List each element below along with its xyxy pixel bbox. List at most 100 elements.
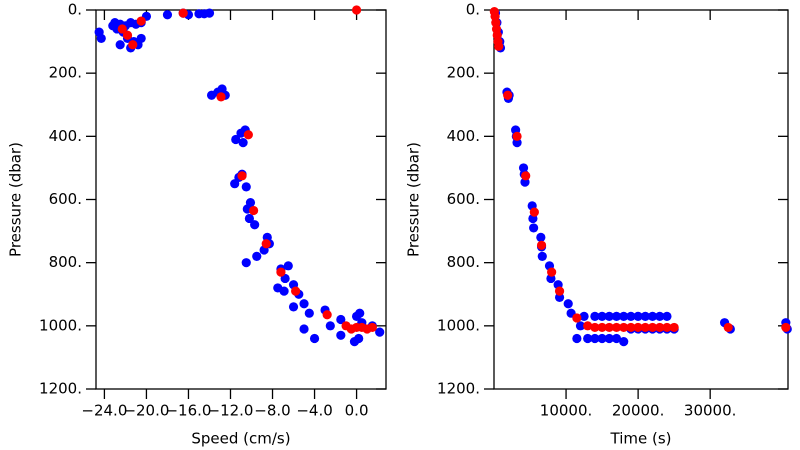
point xyxy=(375,327,385,337)
y-tick-label: 0. xyxy=(466,1,480,19)
point xyxy=(354,333,364,344)
point xyxy=(633,311,643,321)
point xyxy=(655,311,665,321)
point xyxy=(204,8,215,18)
point xyxy=(536,232,546,242)
point xyxy=(626,322,636,333)
point xyxy=(276,267,286,277)
point xyxy=(655,322,665,333)
point xyxy=(536,240,547,250)
point xyxy=(336,330,346,340)
y-tick-label: 400. xyxy=(49,127,82,145)
point xyxy=(249,205,259,216)
point xyxy=(590,333,600,344)
point xyxy=(575,321,586,331)
point xyxy=(346,324,356,334)
point xyxy=(554,292,565,303)
y-tick-label: 800. xyxy=(447,253,480,271)
point xyxy=(640,322,650,333)
point xyxy=(537,251,547,261)
point xyxy=(230,179,240,189)
x-tick-label: 10000. xyxy=(540,402,593,420)
point xyxy=(611,322,622,333)
point xyxy=(108,21,118,31)
x-tick-label: −24.0 xyxy=(81,402,127,420)
point xyxy=(647,311,658,321)
y-tick-label: 0. xyxy=(68,1,82,19)
point xyxy=(572,313,582,323)
x-tick-label: 20000. xyxy=(612,402,665,420)
point xyxy=(216,92,226,102)
point xyxy=(325,321,335,331)
point xyxy=(597,311,607,321)
point xyxy=(662,322,672,333)
point xyxy=(178,8,188,18)
point xyxy=(723,322,733,333)
point xyxy=(529,223,539,233)
point xyxy=(355,308,365,318)
point xyxy=(322,310,332,320)
point xyxy=(619,337,629,347)
point xyxy=(136,33,146,44)
point xyxy=(261,239,271,249)
point xyxy=(604,333,614,344)
y-tick-label: 200. xyxy=(49,64,82,82)
point xyxy=(250,220,260,230)
point xyxy=(162,10,173,20)
point xyxy=(512,131,522,141)
point xyxy=(299,299,309,309)
point xyxy=(572,333,582,344)
point xyxy=(611,311,622,321)
y-tick-label: 800. xyxy=(49,253,82,271)
x-tick-label: −4.0 xyxy=(296,402,332,420)
point xyxy=(336,314,346,325)
point xyxy=(96,33,106,44)
y-tick-label: 1200. xyxy=(39,380,82,398)
point xyxy=(579,311,589,321)
point xyxy=(309,333,320,344)
point xyxy=(662,311,672,321)
y-tick-label: 1200. xyxy=(437,380,480,398)
x-tick-label: −12.0 xyxy=(208,402,254,420)
y-tick-label: 400. xyxy=(447,127,480,145)
point xyxy=(128,40,138,50)
point xyxy=(633,322,643,333)
x-tick-label: 30000. xyxy=(684,402,737,420)
y-tick-label: 1000. xyxy=(437,316,480,334)
point xyxy=(367,322,377,333)
point xyxy=(669,322,679,333)
point xyxy=(611,333,622,344)
point xyxy=(237,171,247,181)
point xyxy=(283,261,293,271)
point xyxy=(563,299,573,309)
point xyxy=(647,322,658,333)
x-tick-label: −20.0 xyxy=(123,402,169,420)
point xyxy=(136,16,146,26)
point xyxy=(604,322,614,333)
point xyxy=(299,324,309,334)
y-tick-label: 600. xyxy=(447,190,480,208)
y-axis-label: Pressure (dbar) xyxy=(405,142,423,257)
y-tick-label: 200. xyxy=(447,64,480,82)
point xyxy=(244,213,255,224)
point xyxy=(619,322,629,333)
point xyxy=(521,171,531,181)
x-tick-label: −8.0 xyxy=(254,402,290,420)
x-axis-label: Speed (cm/s) xyxy=(191,430,290,448)
point xyxy=(279,286,289,296)
point xyxy=(115,40,125,50)
point xyxy=(597,333,607,344)
point xyxy=(503,90,513,100)
point xyxy=(304,308,314,318)
point xyxy=(238,138,248,148)
point xyxy=(241,258,251,268)
point xyxy=(554,286,565,296)
point xyxy=(494,41,504,51)
point xyxy=(590,311,600,321)
point xyxy=(252,251,262,261)
point xyxy=(122,30,133,40)
point xyxy=(231,134,241,145)
point xyxy=(619,311,629,321)
y-tick-label: 1000. xyxy=(39,316,82,334)
